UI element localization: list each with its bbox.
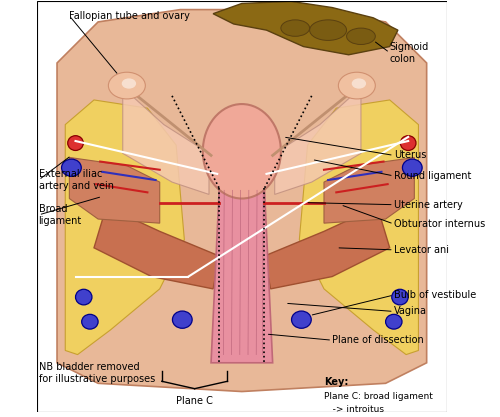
Ellipse shape [402, 159, 422, 176]
Text: Plane C: Plane C [176, 397, 213, 407]
Text: Bulb of vestibule: Bulb of vestibule [394, 290, 476, 300]
Ellipse shape [82, 314, 98, 329]
Polygon shape [123, 88, 209, 194]
Polygon shape [66, 100, 184, 354]
Polygon shape [300, 100, 418, 354]
Text: Fallopian tube and ovary: Fallopian tube and ovary [70, 11, 190, 21]
Text: Broad
ligament: Broad ligament [38, 204, 82, 226]
Ellipse shape [338, 72, 376, 99]
Text: Obturator internus: Obturator internus [394, 219, 485, 229]
Polygon shape [274, 88, 361, 194]
Text: Uterine artery: Uterine artery [394, 200, 462, 210]
Polygon shape [94, 207, 220, 289]
Ellipse shape [76, 289, 92, 305]
Polygon shape [70, 158, 160, 223]
Polygon shape [264, 207, 390, 289]
Text: Sigmoid
colon: Sigmoid colon [390, 42, 429, 63]
Ellipse shape [62, 159, 82, 176]
Ellipse shape [203, 104, 281, 198]
Text: -> introitus: -> introitus [324, 405, 384, 414]
Text: Vagina: Vagina [394, 306, 427, 317]
Text: Plane of dissection: Plane of dissection [332, 335, 424, 345]
Ellipse shape [352, 78, 366, 89]
Text: Key:: Key: [324, 377, 348, 387]
Ellipse shape [108, 72, 146, 99]
Polygon shape [57, 10, 426, 392]
Text: NB bladder removed
for illustrative purposes: NB bladder removed for illustrative purp… [38, 362, 155, 384]
Ellipse shape [346, 28, 376, 45]
Text: Levator ani: Levator ani [394, 245, 449, 255]
Ellipse shape [292, 311, 312, 328]
Text: Plane C: broad ligament: Plane C: broad ligament [324, 392, 433, 401]
Text: Uterus: Uterus [394, 151, 426, 161]
Text: Round ligament: Round ligament [394, 171, 471, 181]
Ellipse shape [386, 314, 402, 329]
Ellipse shape [400, 136, 416, 151]
Text: External iliac
artery and vein: External iliac artery and vein [38, 169, 114, 191]
Ellipse shape [172, 311, 192, 328]
Polygon shape [211, 188, 272, 363]
Polygon shape [213, 1, 398, 55]
Ellipse shape [281, 20, 310, 36]
Ellipse shape [392, 289, 408, 305]
Ellipse shape [122, 78, 136, 89]
Ellipse shape [68, 136, 84, 151]
Polygon shape [324, 158, 414, 223]
Ellipse shape [310, 20, 346, 40]
